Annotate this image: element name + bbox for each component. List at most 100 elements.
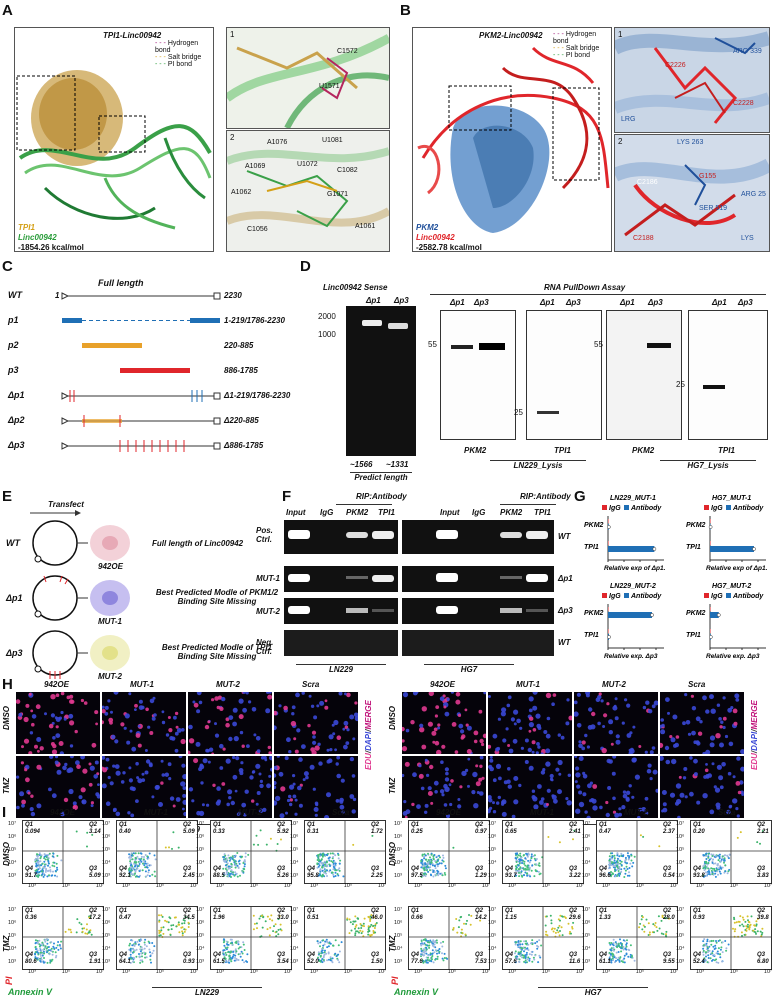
i-quadrant-q4-ln229-1-3: Q4 52.0 — [307, 952, 319, 965]
f-right-0: WT — [558, 532, 571, 541]
i-yticks-ln229-1-3: 10⁷ 10⁶ 10⁵ 10⁴ 10³ — [290, 907, 299, 965]
g-legend-ab-2: Antibody — [630, 593, 662, 600]
h-col-ln229-2: MUT-2 — [216, 680, 240, 689]
i-plot-hg7-1-2: Q1 1.33 Q2 28.0 Q4 61.1 Q3 9.55 — [596, 906, 678, 970]
i-yticks-hg7-1-1: 10⁷ 10⁶ 10⁵ 10⁴ 10³ — [488, 907, 497, 965]
a-res2-2: A1069 — [245, 163, 266, 170]
f-group-ln229: LN229 — [296, 664, 386, 674]
i-yticks-hg7-0-1: 10⁷ 10⁶ 10⁵ 10⁴ 10³ — [488, 821, 497, 879]
i-quadrant-q3-hg7-0-0: Q3 1.29 — [475, 866, 487, 879]
d-marker-25-a: 25 — [514, 408, 523, 417]
i-quadrant-q3-hg7-1-1: Q3 11.6 — [569, 952, 581, 965]
a-energy: -1854.26 kcal/mol — [18, 243, 84, 252]
legend-salt: Salt bridge — [167, 54, 202, 61]
i-plot-hg7-1-0: Q1 0.66 Q2 14.2 Q4 77.6 Q3 7.53 — [408, 906, 490, 970]
panel-b-inset-2: 2 LYS 263 C2186 G155 ARG 25 SER 519 C218… — [614, 134, 770, 252]
i-quadrant-q2-hg7-1-1: Q2 29.6 — [569, 908, 581, 921]
i-quadrant-q3-ln229-0-2: Q3 5.26 — [277, 866, 289, 879]
panel-label-d: D — [300, 258, 311, 275]
i-quadrant-q1-hg7-0-3: Q1 0.20 — [693, 822, 705, 835]
h-side-part-hg7-2: DAPI — [750, 731, 759, 751]
g-legend-ab-swatch-2 — [624, 593, 629, 598]
i-quadrant-q3-hg7-0-1: Q3 3.22 — [569, 866, 581, 879]
f-gel-mut2-hg7 — [402, 598, 554, 624]
i-group-hg7: HG7 — [538, 987, 648, 997]
g-bar-charts: LN229_MUT-1 IgG Antibody PKM2 TPI1 Relative e… — [584, 495, 768, 660]
panel-a-legend: - - - Hydrogen bond - - - Salt bridge - … — [155, 40, 202, 68]
i-plot-hg7-0-2: Q1 0.47 Q2 2.37 Q4 96.6 Q3 0.54 — [596, 820, 678, 884]
h-image-hg7-0-2 — [574, 692, 658, 754]
d-blot-1 — [440, 310, 516, 440]
d-b3-lane1: Δp3 — [648, 298, 663, 307]
h-image-ln229-0-3 — [274, 692, 358, 754]
d-group-hg7: HG7_Lysis — [660, 460, 756, 470]
f-row-pos: Pos. Ctrl. — [256, 526, 273, 544]
e-row-wt: WT — [6, 538, 20, 548]
b-energy: -2582.78 kcal/mol — [416, 243, 482, 252]
c-row-name-0: WT — [8, 290, 22, 300]
d-b1-lane0: Δp1 — [450, 298, 465, 307]
i-col-ln229-2: MUT-2 — [238, 808, 262, 817]
d-b4-lane0: Δp1 — [712, 298, 727, 307]
b-res2-0: LYS 263 — [677, 139, 704, 146]
f-lane-input-b: Input — [440, 508, 460, 517]
a-inset2-art — [227, 147, 389, 228]
h-image-hg7-0-3 — [660, 692, 744, 754]
c-row-end-3: 886-1785 — [224, 366, 258, 375]
tpi1-structure-art — [16, 70, 212, 230]
i-axis-x-hg7: Annexin V — [394, 987, 439, 997]
i-quadrant-q3-hg7-0-2: Q3 0.54 — [663, 866, 675, 879]
i-yticks-ln229-0-0: 10⁷ 10⁶ 10⁵ 10⁴ 10³ — [8, 821, 17, 879]
i-col-hg7-0: 942OE — [436, 808, 461, 817]
i-plot-hg7-1-3: Q1 0.93 Q2 39.8 Q4 52.4 Q3 6.80 — [690, 906, 772, 970]
i-xticks-ln229-0-0: 10³ 10⁵ 10⁷ — [28, 883, 104, 889]
d-blot-2 — [526, 310, 602, 440]
g-legend-igg-0: IgG — [609, 505, 621, 512]
h-image-hg7-1-2 — [574, 756, 658, 818]
h-image-hg7-1-0 — [402, 756, 486, 818]
a-inset2-num: 2 — [230, 133, 235, 142]
f-row-neg: Neg. Ctrl. — [256, 638, 274, 656]
f-rule-ln229 — [336, 504, 392, 505]
i-col-hg7-2: MUT-2 — [624, 808, 648, 817]
i-quadrant-q3-hg7-1-0: Q3 7.53 — [475, 952, 487, 965]
i-quadrant-q1-hg7-1-2: Q1 1.33 — [599, 908, 611, 921]
legend-hbond: Hydrogen bond — [155, 40, 199, 54]
g-bar-igg-3-0 — [710, 607, 711, 611]
b-protein-label: PKM2 — [416, 223, 439, 232]
a-res2-4: U1072 — [297, 161, 318, 168]
h-col-ln229-1: MUT-1 — [130, 680, 154, 689]
h-image-hg7-0-0 — [402, 692, 486, 754]
e-cell-mut1: MUT-1 — [98, 617, 122, 626]
i-quadrant-q3-ln229-0-3: Q3 2.25 — [371, 866, 383, 879]
panel-a-main: TPI1-Linc00942 - - - Hydrogen bond - - -… — [14, 27, 214, 252]
g-legend-ab-1: Antibody — [732, 505, 764, 512]
b-res1-1: C2228 — [733, 100, 754, 107]
g-legend-ab-3: Antibody — [732, 593, 764, 600]
a-res2-6: G1071 — [327, 191, 349, 198]
d-marker-55-a: 55 — [428, 340, 437, 349]
i-axis-y-ln229: PI — [4, 976, 14, 985]
h-col-ln229-3: Scra — [302, 680, 320, 689]
d-blot1-protein: PKM2 — [464, 446, 487, 455]
h-col-hg7-2: MUT-2 — [602, 680, 626, 689]
f-group-hg7: HG7 — [424, 664, 514, 674]
i-quadrant-q4-ln229-0-2: Q4 88.5 — [213, 866, 225, 879]
f-gel-neg-hg7 — [402, 630, 554, 656]
i-quadrant-q4-hg7-1-0: Q4 77.6 — [411, 952, 423, 965]
c-wt-start: 1 — [55, 291, 60, 300]
h-side-label-ln229: EDU/DAPI/MERGE — [364, 700, 373, 770]
i-yticks-ln229-0-3: 10⁷ 10⁶ 10⁵ 10⁴ 10³ — [290, 821, 299, 879]
i-quadrant-q1-hg7-0-0: Q1 0.25 — [411, 822, 423, 835]
b-inset2-num: 2 — [618, 137, 623, 146]
d-blot2-protein: TPI1 — [554, 446, 571, 455]
i-xticks-ln229-1-0: 10³ 10⁵ 10⁷ — [28, 969, 104, 975]
c-row-end-5: Δ220-885 — [224, 416, 259, 425]
h-side-part-hg7-1: / — [750, 750, 759, 754]
i-quadrant-q2-hg7-0-2: Q2 2.37 — [663, 822, 675, 835]
d-agarose-gel — [346, 306, 416, 456]
g-point-3-0 — [716, 613, 721, 617]
i-col-ln229-3: Scra — [332, 808, 350, 817]
e-transfect: Transfect — [48, 500, 84, 509]
h-image-ln229-1-2 — [188, 756, 272, 818]
